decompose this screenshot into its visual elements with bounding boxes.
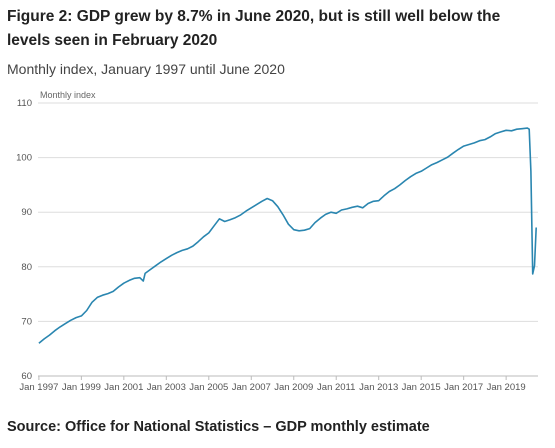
- x-tick-label: Jan 2015: [402, 382, 441, 393]
- x-tick-label: Jan 2009: [274, 382, 313, 393]
- chart-subtitle: Monthly index, January 1997 until June 2…: [7, 61, 285, 77]
- x-tick-label: Jan 2011: [317, 382, 355, 393]
- x-tick-label: Jan 2005: [189, 382, 228, 393]
- x-tick-label: Jan 2013: [359, 382, 398, 393]
- x-tick-label: Jan 1999: [62, 382, 101, 393]
- y-tick-label: 100: [16, 153, 32, 164]
- x-tick-label: Jan 2003: [147, 382, 186, 393]
- x-tick-label: Jan 2001: [104, 382, 143, 393]
- y-tick-label: 60: [21, 371, 32, 382]
- source-note: Source: Office for National Statistics –…: [7, 419, 430, 435]
- y-tick-label: 80: [21, 262, 32, 273]
- y-tick-label: 70: [21, 316, 32, 327]
- x-tick-label: Jan 2017: [444, 382, 483, 393]
- x-tick-label: Jan 2007: [232, 382, 271, 393]
- y-axis-label: Monthly index: [40, 90, 96, 100]
- x-tick-label: Jan 2019: [487, 382, 526, 393]
- line-chart: 60 70 80 90 100 110 Jan 1997 Jan 1999 Jan 2001 Ja…: [16, 90, 538, 393]
- gdp-series-line: [38, 127, 537, 344]
- x-tick-label: Jan 1997: [19, 382, 58, 393]
- y-tick-label: 90: [21, 207, 32, 218]
- chart-title: Figure 2: GDP grew by 8.7% in June 2020,…: [7, 8, 501, 49]
- y-tick-label: 110: [17, 98, 32, 109]
